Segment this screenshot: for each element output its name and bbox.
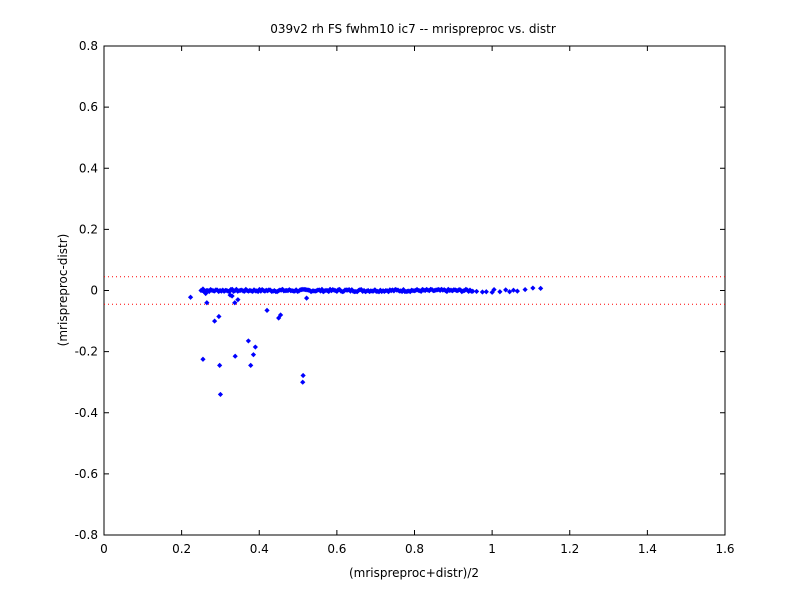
data-point bbox=[474, 288, 480, 295]
data-point bbox=[354, 289, 360, 295]
data-point bbox=[399, 288, 405, 295]
x-tick-label: 1.2 bbox=[560, 542, 579, 556]
data-point bbox=[336, 286, 343, 293]
x-tick-label: 0.2 bbox=[172, 542, 191, 556]
x-tick-label: 1 bbox=[488, 542, 496, 556]
data-point bbox=[187, 294, 194, 300]
data-point bbox=[217, 362, 223, 368]
data-point bbox=[229, 293, 235, 299]
data-point bbox=[400, 286, 407, 293]
y-tick-label: -0.6 bbox=[75, 467, 98, 481]
chart-title: 039v2 rh FS fwhm10 ic7 -- mrispreproc vs… bbox=[270, 22, 556, 36]
data-point bbox=[426, 288, 432, 294]
data-point bbox=[341, 288, 347, 294]
data-point bbox=[250, 352, 257, 358]
data-point bbox=[377, 287, 383, 293]
data-point bbox=[407, 289, 413, 295]
data-point bbox=[258, 288, 264, 294]
y-tick-label: 0 bbox=[90, 284, 98, 298]
data-points bbox=[187, 285, 544, 398]
y-tick-label: -0.8 bbox=[75, 528, 98, 542]
axis-ticks: 0 0.2 0.4 0.6 0.8 1 1.2 1.4 1.6 -0.8 -0.6 -0.4 -0.2 0… bbox=[75, 39, 735, 556]
data-point bbox=[304, 295, 310, 301]
data-point bbox=[226, 289, 233, 295]
y-axis-label: (mrispreproc-distr) bbox=[56, 234, 70, 347]
data-point bbox=[358, 287, 364, 293]
data-point bbox=[206, 288, 212, 295]
data-point bbox=[327, 286, 333, 292]
data-point bbox=[217, 391, 224, 398]
data-point bbox=[216, 313, 222, 320]
data-point bbox=[252, 344, 258, 350]
data-point bbox=[204, 300, 210, 306]
y-tick-label: 0.4 bbox=[79, 161, 98, 175]
data-point bbox=[470, 288, 476, 294]
data-point bbox=[461, 287, 468, 294]
data-point bbox=[293, 287, 299, 293]
data-point bbox=[457, 287, 464, 293]
x-tick-label: 1.6 bbox=[715, 542, 734, 556]
x-axis-label: (mrispreproc+distr)/2 bbox=[349, 566, 479, 580]
y-tick-label: 0.8 bbox=[79, 39, 98, 53]
data-point bbox=[418, 288, 424, 295]
data-point bbox=[514, 288, 520, 294]
data-point bbox=[506, 289, 513, 295]
data-point bbox=[200, 356, 206, 362]
data-point bbox=[232, 353, 238, 359]
x-tick-label: 0.4 bbox=[250, 542, 269, 556]
y-tick-label: 0.2 bbox=[79, 222, 98, 236]
data-point bbox=[479, 289, 486, 295]
data-point bbox=[227, 292, 233, 298]
data-point bbox=[530, 285, 536, 291]
data-point bbox=[347, 288, 354, 294]
data-point bbox=[243, 286, 249, 292]
data-point bbox=[522, 286, 528, 293]
x-tick-label: 0.8 bbox=[405, 542, 424, 556]
data-point bbox=[245, 338, 251, 344]
data-point bbox=[491, 286, 497, 293]
data-point bbox=[235, 297, 241, 303]
y-tick-label: 0.6 bbox=[79, 100, 98, 114]
data-point bbox=[497, 289, 503, 295]
data-point bbox=[232, 300, 238, 306]
y-tick-label: -0.2 bbox=[75, 345, 98, 359]
data-point bbox=[503, 287, 509, 293]
data-point bbox=[248, 362, 254, 368]
x-tick-label: 0 bbox=[100, 542, 108, 556]
data-point bbox=[203, 290, 209, 297]
data-point bbox=[264, 307, 270, 313]
y-tick-label: -0.4 bbox=[75, 406, 98, 420]
x-tick-label: 0.6 bbox=[327, 542, 346, 556]
data-point bbox=[483, 289, 489, 295]
data-point bbox=[212, 318, 218, 324]
data-point bbox=[200, 286, 206, 292]
data-point bbox=[300, 372, 306, 379]
data-point bbox=[277, 312, 284, 318]
data-point bbox=[538, 285, 544, 291]
x-tick-label: 1.4 bbox=[638, 542, 657, 556]
data-point bbox=[510, 287, 517, 293]
data-point bbox=[300, 379, 306, 385]
